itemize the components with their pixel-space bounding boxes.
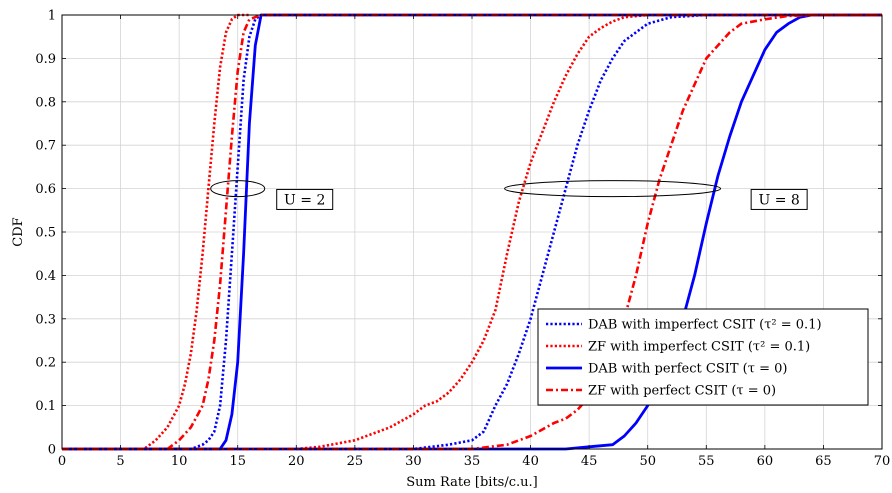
x-tick-label: 65	[815, 454, 832, 469]
x-tick-label: 5	[116, 454, 124, 469]
y-tick-label: 0.7	[35, 139, 56, 154]
legend-entry: DAB with perfect CSIT (τ = 0)	[588, 362, 787, 377]
x-axis-label: Sum Rate [bits/c.u.]	[406, 475, 537, 490]
y-tick-label: 0.1	[35, 399, 56, 414]
y-axis-label: CDF	[11, 217, 26, 246]
x-tick-label: 70	[874, 454, 891, 469]
annotation-ellipse	[504, 180, 722, 198]
y-tick-label: 0	[48, 443, 56, 458]
y-tick-label: 0.5	[35, 226, 56, 241]
x-tick-label: 40	[522, 454, 539, 469]
annotation-layer: U = 2 U = 8	[210, 180, 808, 210]
x-tick-label: 35	[464, 454, 481, 469]
legend-entry: ZF with imperfect CSIT (τ² = 0.1)	[588, 340, 810, 355]
legend-entry: ZF with perfect CSIT (τ = 0)	[588, 384, 776, 399]
annotation-box	[750, 188, 808, 210]
series-line	[62, 13, 882, 451]
x-tick-label: 55	[698, 454, 715, 469]
legend-box	[537, 308, 869, 406]
y-tick-label: 0.9	[35, 52, 56, 67]
y-tick-label: 0.6	[35, 182, 56, 197]
legend: DAB with imperfect CSIT (τ² = 0.1) ZF wit…	[537, 308, 869, 406]
legend-entry: DAB with imperfect CSIT (τ² = 0.1)	[588, 318, 822, 333]
x-tick-label: 10	[171, 454, 188, 469]
x-tick-label: 30	[405, 454, 422, 469]
series-line	[62, 13, 882, 451]
y-tick-label: 0.8	[35, 95, 56, 110]
series-layer	[62, 13, 882, 451]
annotation-label: U = 8	[758, 192, 799, 208]
series-line	[296, 13, 882, 451]
annotation-label: U = 2	[284, 192, 325, 208]
tick-layer: 0 5 10 15 20 25 30 35 40 45 50 55 60 65 70 0 0.1 0.2 0.3 0.…	[35, 9, 890, 470]
series-line	[62, 13, 882, 451]
x-tick-label: 50	[639, 454, 656, 469]
x-tick-label: 0	[58, 454, 66, 469]
x-tick-label: 60	[757, 454, 774, 469]
series-line	[296, 13, 882, 451]
y-tick-label: 0.2	[35, 356, 56, 371]
y-tick-label: 1	[48, 9, 56, 24]
series-line	[62, 13, 882, 451]
x-tick-label: 25	[347, 454, 364, 469]
y-tick-label: 0.3	[35, 312, 56, 327]
y-tick-label: 0.4	[35, 269, 56, 284]
annotation-box	[276, 188, 334, 210]
x-tick-label: 15	[229, 454, 246, 469]
x-tick-label: 45	[581, 454, 598, 469]
annotation-ellipse	[210, 180, 266, 198]
x-tick-label: 20	[288, 454, 305, 469]
